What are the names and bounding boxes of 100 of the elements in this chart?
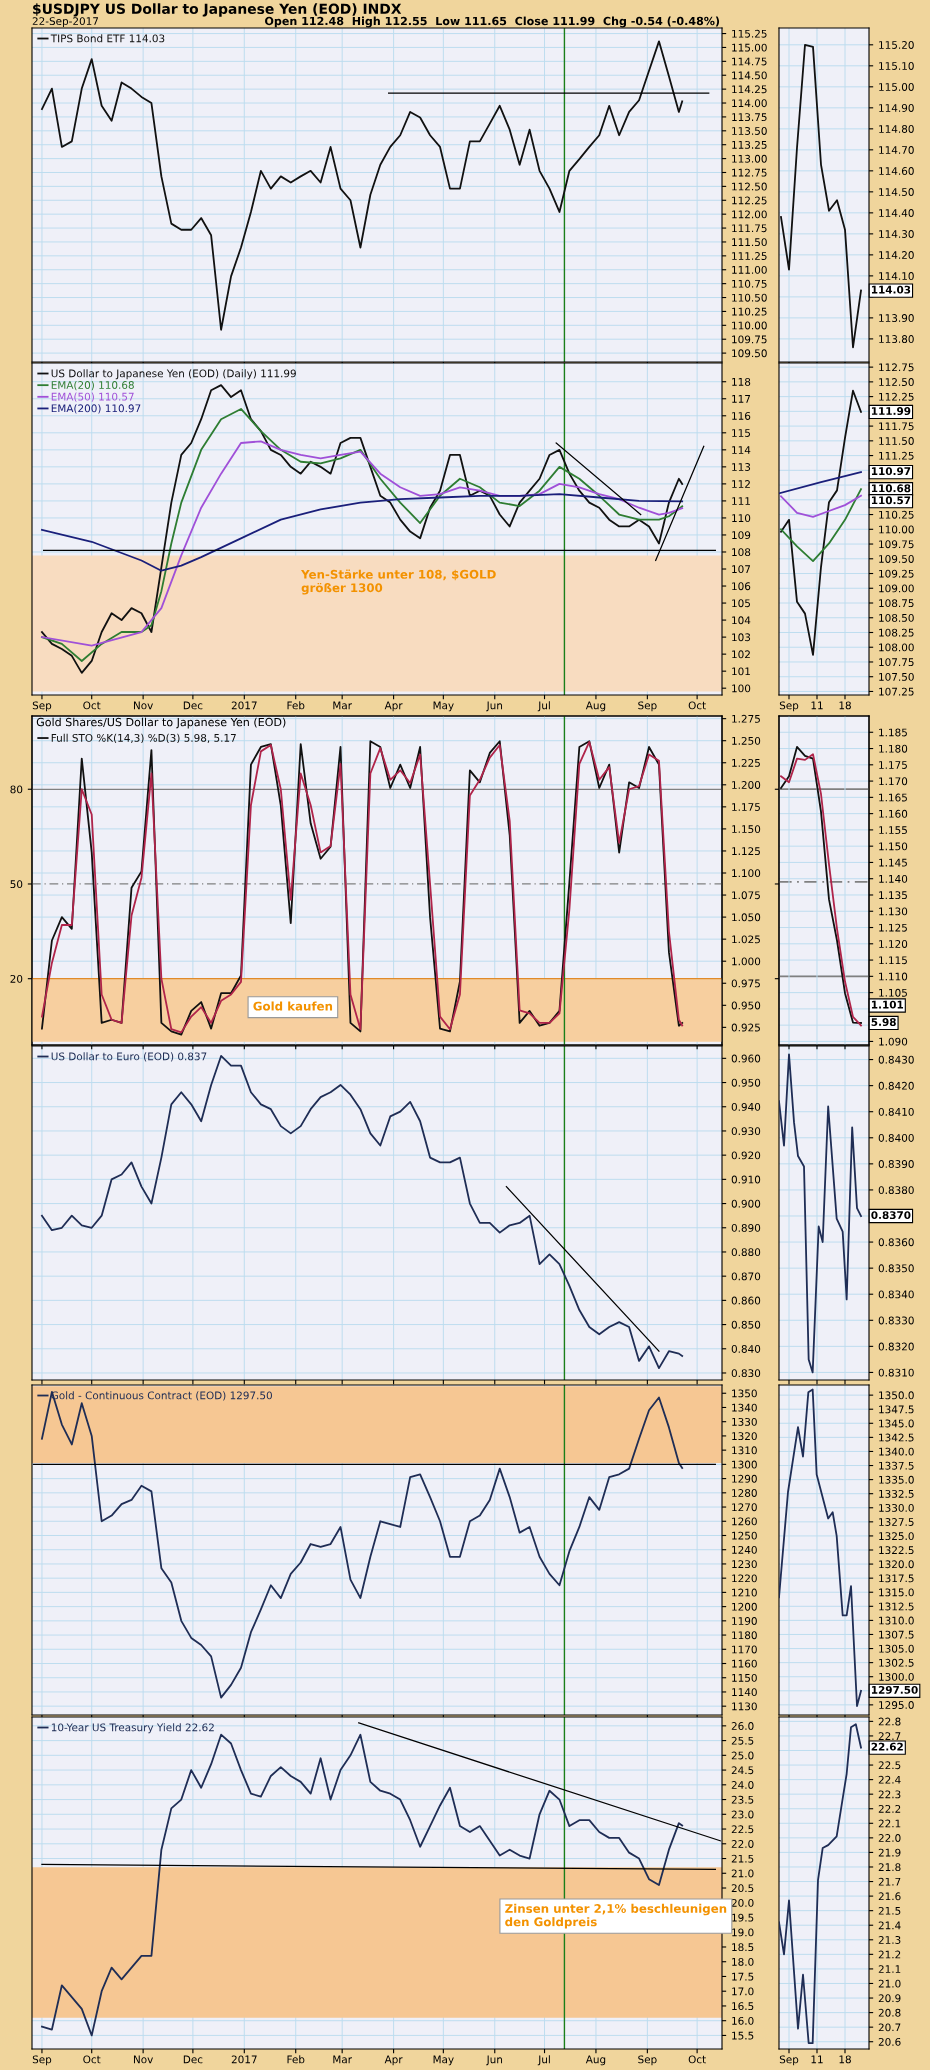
y-tick-label: 24.0 <box>731 1781 754 1789</box>
y-tick-label: 111.75 <box>732 224 767 233</box>
annotation: Zinsen unter 2,1% beschleunigen den Goldpreis <box>505 1903 727 1929</box>
y-tick-label: 113.00 <box>732 154 767 163</box>
y-tick-label: 17.5 <box>732 1972 754 1981</box>
y-tick-label: 117 <box>732 395 751 403</box>
x-tick-label: Oct <box>83 701 101 710</box>
y-tick-label: 109.50 <box>732 349 767 358</box>
y-tick-label: 0.850 <box>731 1320 761 1329</box>
text: Open 112.48 High 112.55 Low 111.65 Close 111.99 Chg -0.54 (-0.48%) <box>265 16 720 28</box>
y-tick-label: 0.950 <box>731 1078 761 1087</box>
y2-tick-label: 1.275 <box>732 714 760 723</box>
y-tick-label: 114.40 <box>879 209 914 217</box>
y-tick-label: 21.4 <box>878 1921 901 1930</box>
y-tick-label: 0.8410 <box>878 1107 914 1116</box>
y-tick-label: 0.930 <box>731 1127 761 1136</box>
y-tick-label: 114.20 <box>879 251 914 259</box>
x-tick-label: Jul <box>537 2055 550 2066</box>
y-tick-label: 22.2 <box>878 1804 901 1813</box>
annotation: 110.68 <box>871 484 911 493</box>
legend-label: TIPS Bond ETF 114.03 <box>50 34 165 43</box>
x-tick-label: 2017 <box>231 2055 257 2064</box>
y-tick-label: 20.9 <box>878 1994 901 2003</box>
text: 1.105 <box>879 988 907 997</box>
y-tick-label: 1200 <box>732 1602 757 1611</box>
y-tick-label: 1320.0 <box>879 1560 914 1569</box>
y-tick-label: 18.5 <box>732 1943 754 1952</box>
y-tick-label: 114.75 <box>732 57 767 66</box>
y-tick-label: 0.890 <box>731 1223 761 1232</box>
y-tick-label: 1345.0 <box>879 1419 914 1428</box>
y-tick-label: 20.7 <box>878 2023 901 2032</box>
y-tick-label: 0.8320 <box>878 1342 914 1351</box>
y-tick-label: 111.50 <box>879 437 914 445</box>
y-tick-label: 0.910 <box>731 1175 761 1184</box>
text: 1.185 <box>879 728 907 737</box>
y-tick-label: 109.75 <box>879 540 914 549</box>
x-tick-label: Sep <box>32 701 52 712</box>
y-tick-label: 1320 <box>732 1432 757 1441</box>
y-tick-label: 1332.5 <box>879 1489 914 1498</box>
annotation: 1297.50 <box>871 1685 918 1694</box>
x-tick-label: 18 <box>839 701 851 710</box>
y-tick-label: 114.00 <box>732 99 767 108</box>
y-tick-label: 113 <box>732 463 751 471</box>
y-tick-label: 1210 <box>732 1588 757 1597</box>
x-tick-label: May <box>433 701 454 712</box>
y-tick-label: 24.5 <box>731 1766 754 1775</box>
y-tick-label: 0.8380 <box>878 1186 914 1195</box>
y-tick-label: 116 <box>732 412 751 420</box>
y-tick-label: 114.50 <box>732 71 767 80</box>
y-tick-label: 1190 <box>732 1617 757 1625</box>
y-tick-label: 115.20 <box>879 41 914 49</box>
legend-label: US Dollar to Japanese Yen (EOD) (Daily) 111.99 <box>51 369 296 380</box>
annotation: 5.98 <box>871 1018 896 1026</box>
text: 1.115 <box>879 956 907 965</box>
y-tick-label: 107 <box>732 565 751 574</box>
text: 1.175 <box>879 761 907 769</box>
y-tick-label: 1315.0 <box>879 1588 914 1597</box>
x-tick-label: Feb <box>287 2055 305 2064</box>
text: 1.125 <box>879 923 907 932</box>
annotation: Gold kaufen <box>253 1001 333 1011</box>
y-tick-label: 109.75 <box>732 335 767 344</box>
y-tick-label: 0.870 <box>731 1272 761 1281</box>
y-tick-label: 100 <box>732 684 751 693</box>
x-tick-label: Jul <box>537 701 550 712</box>
y-tick-label: 106 <box>732 582 751 591</box>
y-tick-label: 115 <box>732 429 750 437</box>
y-tick-label: 22.7 <box>878 1732 901 1740</box>
y-tick-label: 114.70 <box>879 146 914 154</box>
legend-label: 10-Year US Treasury Yield 22.62 <box>51 1723 214 1734</box>
y-tick-label: 1150 <box>732 1673 757 1682</box>
y-tick-label: 115.00 <box>732 43 767 52</box>
legend-label: EMA(50) 110.57 <box>51 392 134 402</box>
y2-tick-label: 1.075 <box>732 891 760 900</box>
chart-title: $USDJPY US Dollar to Japanese Yen (EOD) INDX <box>33 3 402 17</box>
y-tick-label: 110.25 <box>732 307 767 316</box>
y-tick-label: 20.0 <box>731 1898 754 1907</box>
y-tick-label: 22.1 <box>878 1819 901 1828</box>
y-tick-label: 118 <box>732 377 751 386</box>
y-tick-label: 21.0 <box>731 1869 754 1878</box>
x-tick-label: Apr <box>384 701 403 712</box>
y-tick-label: 1322.5 <box>879 1546 914 1555</box>
x-tick-label: Apr <box>384 2055 403 2066</box>
y-tick-label: 0.8420 <box>878 1081 914 1090</box>
y-tick-label: 1240 <box>732 1545 757 1554</box>
y-tick-label: 1180 <box>732 1631 757 1640</box>
y-tick-label: 0.860 <box>731 1296 761 1305</box>
y-tick-label: 18.0 <box>732 1957 754 1966</box>
legend-label: EMA(200) 110.97 <box>51 404 141 414</box>
y-tick-label: 109.50 <box>879 555 914 563</box>
y-tick-label: 113.90 <box>879 314 914 322</box>
y-tick-label: 0.8330 <box>878 1316 914 1325</box>
y-tick-label: 111 <box>732 497 750 505</box>
x-tick-label: May <box>433 2055 454 2066</box>
y-tick-label: 0.8310 <box>878 1368 914 1377</box>
y-tick-label: 104 <box>732 616 751 625</box>
y-tick-label: 112.50 <box>879 378 914 386</box>
text: 1.160 <box>879 809 908 818</box>
y-tick-label: 113.75 <box>732 113 767 122</box>
y-tick-label: 1347.5 <box>879 1405 914 1414</box>
y-tick-label: 1170 <box>732 1645 757 1654</box>
